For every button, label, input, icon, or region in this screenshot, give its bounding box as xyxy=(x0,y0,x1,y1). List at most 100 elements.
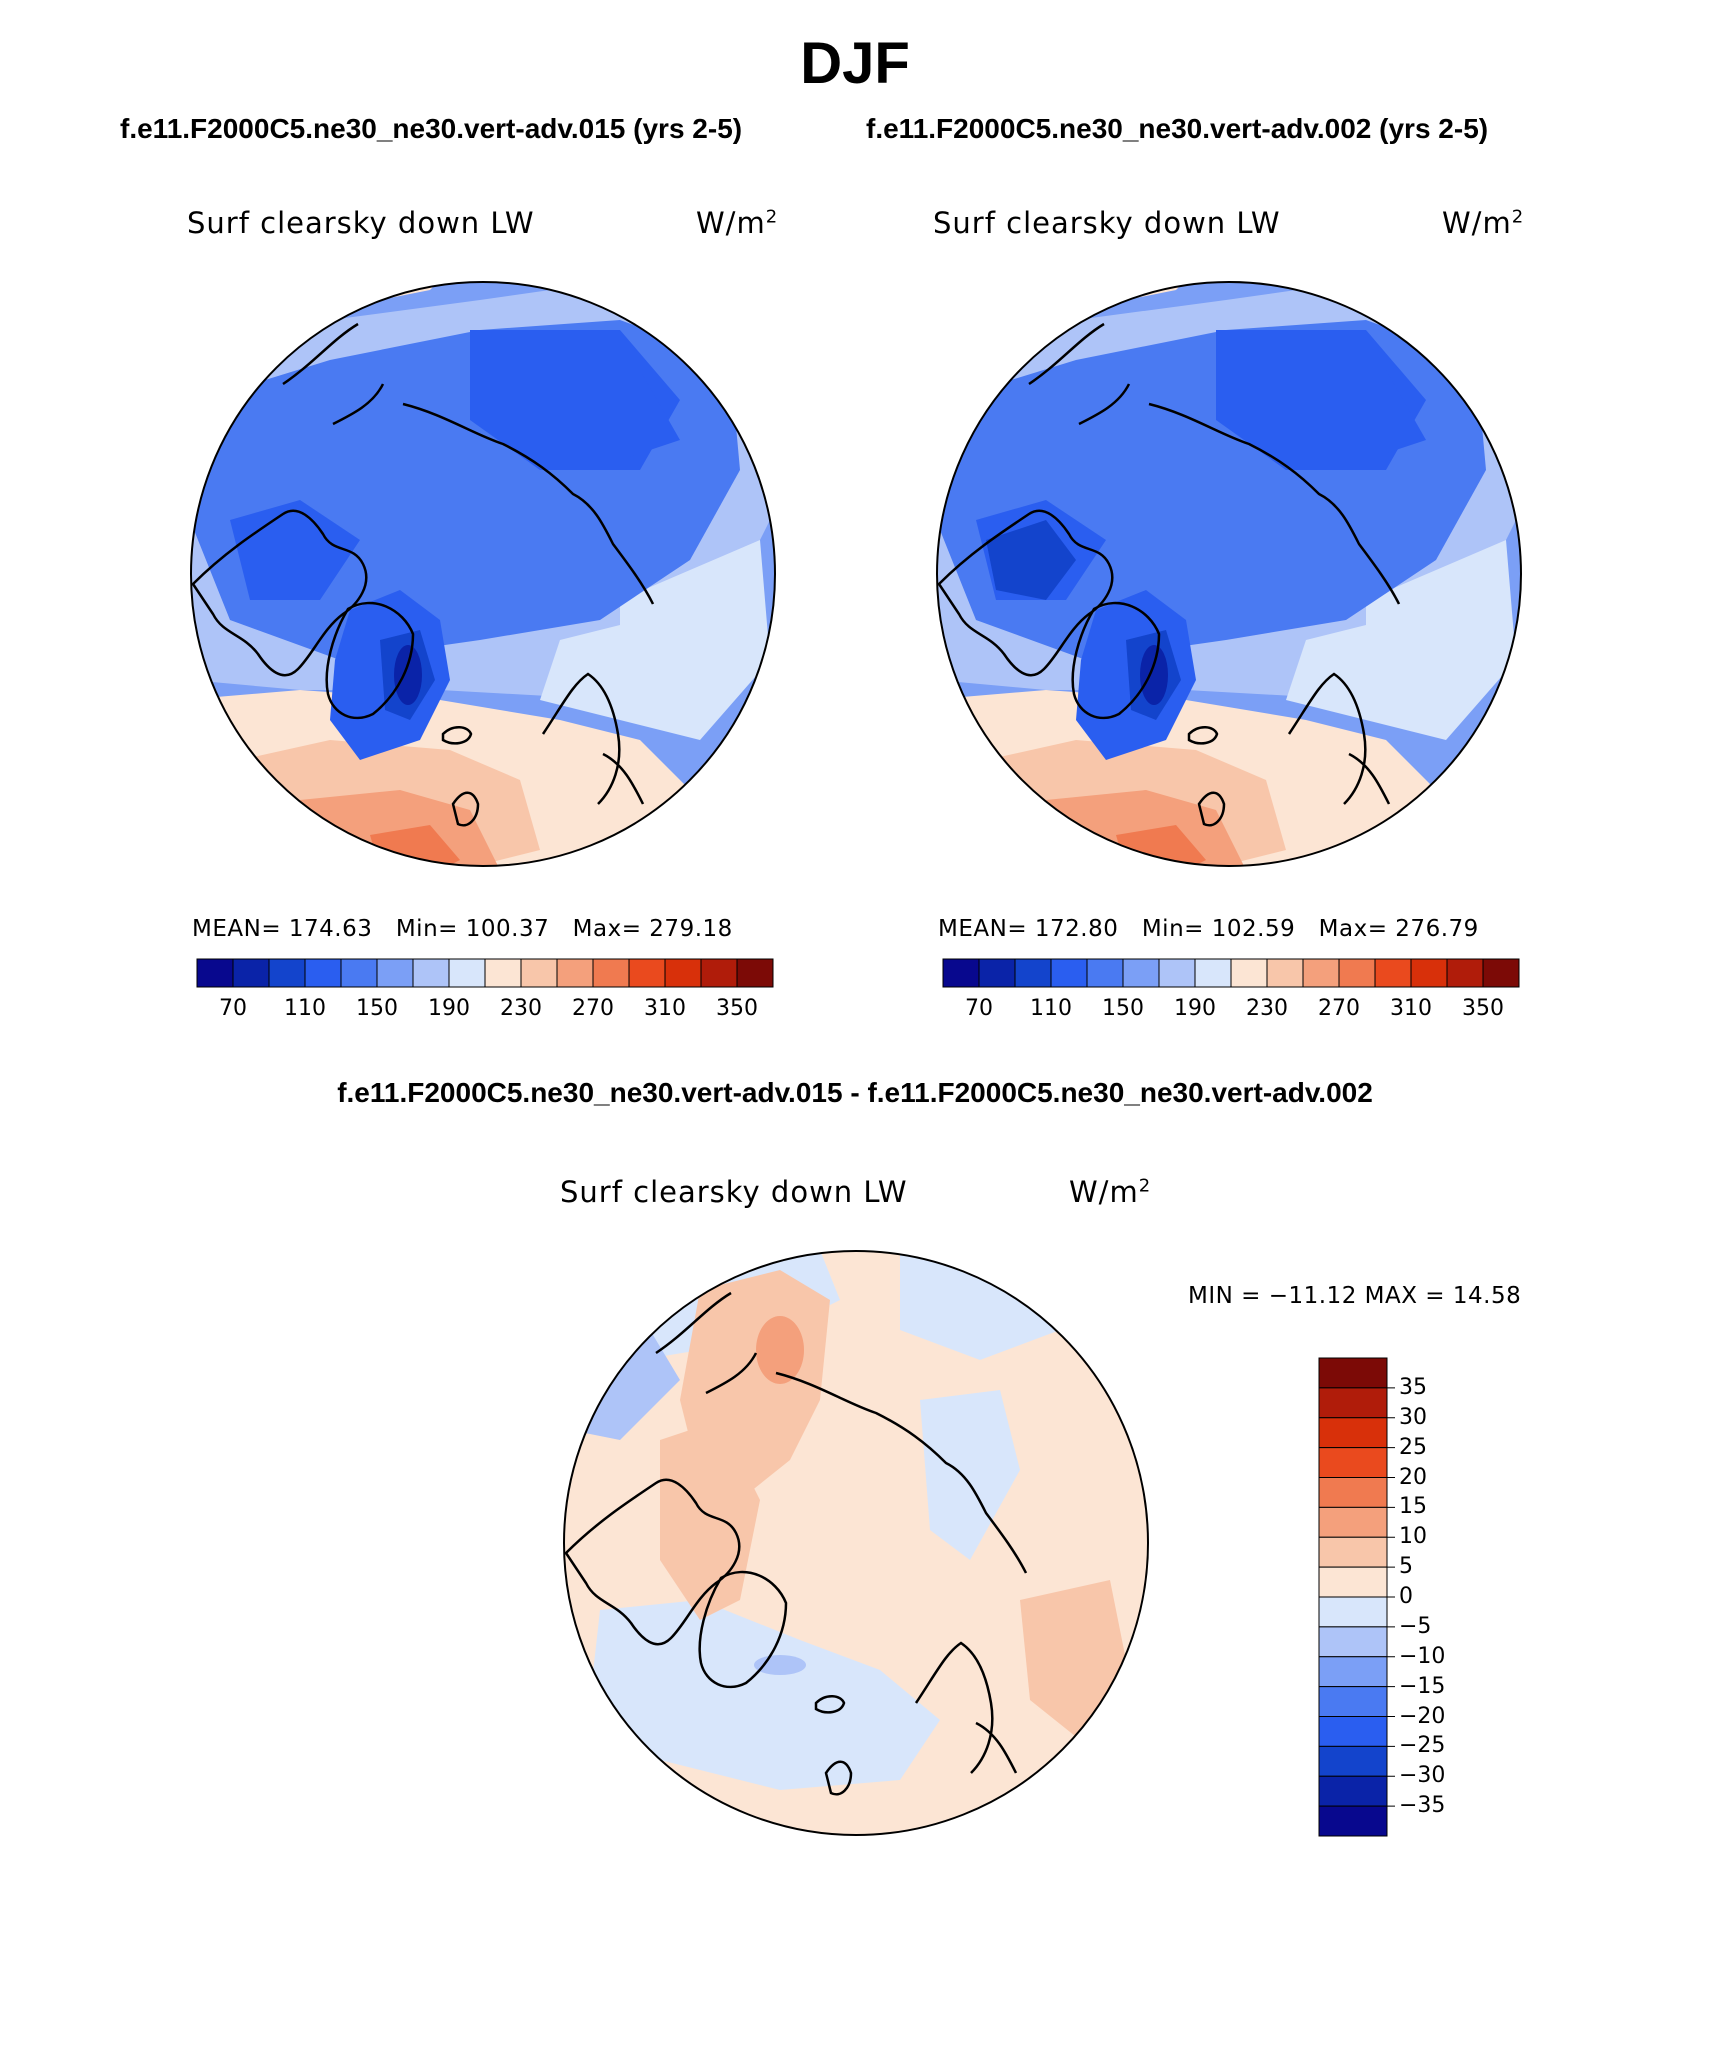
panel1-colorbar-box xyxy=(196,958,234,988)
panel3-colorbar-tick-label: −30 xyxy=(1399,1763,1446,1789)
panel2-colorbar-tick-label: 270 xyxy=(1318,996,1360,1021)
panel2-units-label: W/m2 xyxy=(1442,206,1525,240)
panel2-colorbar-box xyxy=(1014,958,1052,988)
coastline-segment xyxy=(191,509,368,677)
panel1-colorbar-tick-label: 350 xyxy=(716,996,758,1021)
coastline-segment xyxy=(914,1641,1018,1774)
panel1-colorbar-box xyxy=(304,958,342,988)
panel3-colorbar-box xyxy=(1318,1357,1388,1389)
panel2-mean-value: 172.80 xyxy=(1034,916,1119,942)
panel3-colorbar-box xyxy=(1318,1417,1388,1449)
coastline-segment xyxy=(325,601,415,720)
panel1-colorbar-box xyxy=(448,958,486,988)
panel1-colorbar-tick-label: 310 xyxy=(644,996,686,1021)
panel3-colorbar xyxy=(1318,1357,1395,1837)
panel2-colorbar-box xyxy=(1374,958,1412,988)
panel2-colorbar-box xyxy=(1194,958,1232,988)
pos-region-canada xyxy=(660,1420,760,1620)
panel1-variable-label: Surf clearsky down LW xyxy=(187,206,535,240)
panel3-colorbar-box xyxy=(1318,1656,1388,1688)
panel3-colorbar-tick-label: 10 xyxy=(1399,1524,1427,1550)
panel2-colorbar-tick-label: 230 xyxy=(1246,996,1288,1021)
panel3-colorbar-box xyxy=(1318,1686,1388,1717)
panel3-colorbar-tick-label: 5 xyxy=(1399,1554,1413,1580)
panel2-colorbar-box xyxy=(1302,958,1340,988)
panel2-colorbar-box xyxy=(1086,958,1124,988)
coastline-segment xyxy=(824,1760,853,1796)
panel1-colorbar-tick-label: 230 xyxy=(500,996,542,1021)
panel3-colorbar-tick-label: 15 xyxy=(1399,1494,1427,1520)
coastline-segment xyxy=(1197,791,1226,827)
panel1-units-label: W/m2 xyxy=(696,206,779,240)
coastline-segment xyxy=(1071,601,1161,720)
panel1-colorbar-box xyxy=(520,958,558,988)
panel3-variable-label: Surf clearsky down LW xyxy=(560,1175,908,1209)
panel1-min-value: 100.37 xyxy=(465,916,550,942)
panel2-colorbar-box xyxy=(1050,958,1088,988)
pos-patch-siberia xyxy=(756,1316,804,1384)
panel2-max-label: Max= xyxy=(1318,916,1388,942)
neg-region-bottom xyxy=(590,1600,940,1790)
panel2-colorbar-tick-label: 150 xyxy=(1102,996,1144,1021)
panel3-colorbar-tick-label: 20 xyxy=(1399,1464,1427,1490)
panel1-map xyxy=(191,282,775,866)
panel3-colorbar-tick-label: −35 xyxy=(1399,1793,1446,1819)
pacific-warmer xyxy=(937,282,1096,310)
coastline-segment xyxy=(451,791,480,827)
panel2-mean-label: MEAN= xyxy=(938,916,1028,942)
panel3-colorbar-box xyxy=(1318,1745,1388,1777)
coastline-segment xyxy=(775,1371,1028,1574)
panel2-colorbar-box xyxy=(1230,958,1268,988)
case-title-right: f.e11.F2000C5.ne30_ne30.vert-adv.002 (yr… xyxy=(866,113,1489,144)
coastline-segment xyxy=(282,322,385,426)
panel1-colorbar-box xyxy=(268,958,306,988)
siberia-colder xyxy=(1306,370,1426,460)
panel1-colorbar-box xyxy=(232,958,270,988)
panel1-colorbar-box xyxy=(736,958,774,988)
panel3-colorbar-tick-label: 0 xyxy=(1399,1584,1413,1609)
atlantic-hot xyxy=(370,825,460,866)
panel3-colorbar-box xyxy=(1318,1477,1388,1508)
panel3-colorbar-box xyxy=(1318,1387,1388,1419)
panel1-stats: MEAN= 174.63 Min= 100.37 Max= 279.18 xyxy=(192,916,733,942)
panel2-colorbar-box xyxy=(978,958,1016,988)
panel2-colorbar-box xyxy=(1446,958,1484,988)
panel3-colorbar-box xyxy=(1318,1447,1388,1478)
panel1-colorbar-box xyxy=(412,958,450,988)
panel2-max-value: 276.79 xyxy=(1395,916,1479,942)
coastline-segment xyxy=(441,726,473,745)
panel2-colorbar-box xyxy=(1266,958,1304,988)
panel3-colorbar-box xyxy=(1318,1775,1388,1807)
panel3-colorbar-box xyxy=(1318,1626,1388,1658)
panel2-colorbar-tick-label: 350 xyxy=(1462,996,1504,1021)
panel1-mean-label: MEAN= xyxy=(192,916,282,942)
panel3-colorbar-box xyxy=(1318,1506,1388,1538)
panel2-stats: MEAN= 172.80 Min= 102.59 Max= 276.79 xyxy=(938,916,1479,942)
panel3-colorbar-box xyxy=(1318,1805,1388,1837)
panel1-max-value: 279.18 xyxy=(649,916,733,942)
coastline-segment xyxy=(402,402,655,605)
panel2-map-border xyxy=(936,281,1522,867)
atlantic-hot xyxy=(1116,825,1206,866)
panel3-units-label: W/m2 xyxy=(1069,1175,1152,1209)
panel3-colorbar-tick-label: −20 xyxy=(1399,1703,1446,1729)
panel3-colorbar-box xyxy=(1318,1566,1388,1598)
panel2-colorbar-box xyxy=(1482,958,1520,988)
difference-title: f.e11.F2000C5.ne30_ne30.vert-adv.015 - f… xyxy=(337,1077,1373,1108)
panel1-colorbar-box xyxy=(376,958,414,988)
panel3-colorbar-box xyxy=(1318,1536,1388,1568)
coastline-segment xyxy=(564,1478,741,1646)
coastline-segment xyxy=(541,672,645,805)
panel1-colorbar-tick-label: 270 xyxy=(572,996,614,1021)
greenland-coldest xyxy=(394,645,422,705)
panel3-colorbar-box xyxy=(1318,1596,1388,1628)
panel3-coastlines xyxy=(564,1291,1028,1796)
panel3-colorbar-tick-label: 35 xyxy=(1399,1374,1427,1400)
panel3-colorbar-tick-label: −25 xyxy=(1399,1733,1446,1759)
panel1-mean-value: 174.63 xyxy=(288,916,373,942)
neg-region-right xyxy=(920,1390,1020,1560)
panel2-colorbar-tick-label: 70 xyxy=(965,996,993,1021)
coastline-segment xyxy=(1148,402,1401,605)
case-title-left: f.e11.F2000C5.ne30_ne30.vert-adv.015 (yr… xyxy=(120,113,743,144)
panel2-variable-label: Surf clearsky down LW xyxy=(933,206,1281,240)
